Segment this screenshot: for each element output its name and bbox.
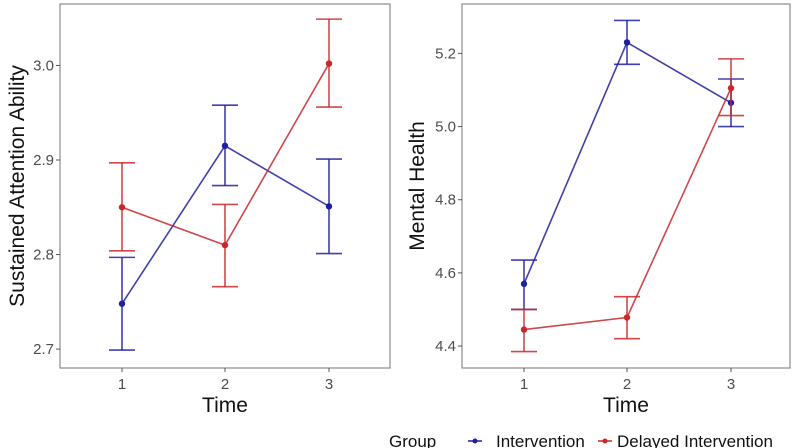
y-tick-label: 4.4 [435, 338, 456, 355]
panel-1: 2.7 2.8 2.9 3.0 1 2 3 Time Sustained Attention A… [6, 3, 391, 417]
data-point [118, 204, 126, 211]
legend-label-intervention: Intervention [496, 432, 585, 448]
y-tick-label: 5.2 [435, 45, 456, 62]
legend-key-delayed-intervention [598, 438, 612, 444]
y-tick-label: 2.9 [33, 152, 54, 169]
y-axis-label: Mental Health [406, 121, 429, 251]
x-axis-label: Time [603, 394, 649, 417]
x-tick-label: 2 [623, 376, 631, 393]
x-tick-label: 2 [221, 376, 229, 393]
y-tick-label: 4.6 [435, 265, 456, 282]
y-axis-label: Sustained Attention Ability [6, 65, 29, 307]
x-tick-label: 3 [727, 376, 735, 393]
panel-2: 4.4 4.6 4.8 5.0 5.2 1 2 3 Time Mental Health [406, 3, 791, 417]
data-point [520, 280, 528, 288]
data-point [325, 60, 333, 67]
x-tick-label: 1 [118, 376, 126, 393]
y-tick-label: 3.0 [33, 57, 54, 74]
x-tick-label: 3 [325, 376, 333, 393]
series-intervention [109, 104, 342, 351]
data-point [325, 203, 333, 210]
y-tick-label: 2.8 [33, 247, 54, 264]
series-delayed-intervention [109, 18, 342, 288]
data-point [623, 39, 631, 46]
y-tick-label: 5.0 [435, 119, 456, 136]
legend-key-intervention [468, 438, 482, 444]
data-point [118, 300, 126, 307]
y-tick-label: 2.7 [33, 341, 54, 358]
legend-title: Group [389, 432, 436, 448]
y-tick-label: 4.8 [435, 192, 456, 209]
legend: Group Intervention Delayed Intervention [389, 432, 773, 448]
series-delayed-intervention [511, 58, 744, 353]
x-tick-label: 1 [520, 376, 528, 393]
legend-label-delayed-intervention: Delayed Intervention [617, 432, 773, 448]
data-point [221, 142, 229, 150]
data-point [520, 326, 528, 333]
data-point [221, 241, 229, 249]
x-axis-label: Time [202, 394, 248, 417]
data-point [623, 314, 631, 321]
data-point [727, 84, 735, 92]
series-intervention [511, 19, 744, 311]
